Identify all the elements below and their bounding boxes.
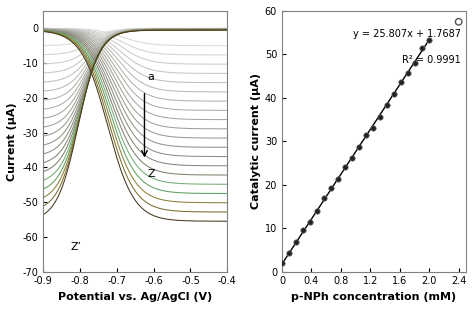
Text: Z: Z: [147, 169, 155, 179]
Point: [455, 19, 463, 24]
Point: [348, 155, 356, 160]
X-axis label: Potential vs. Ag/AgCl (V): Potential vs. Ag/AgCl (V): [58, 292, 212, 302]
Point: [327, 186, 335, 191]
Y-axis label: Catalytic current (μA): Catalytic current (μA): [251, 73, 261, 209]
X-axis label: p-NPh concentration (mM): p-NPh concentration (mM): [292, 292, 456, 302]
Text: a: a: [147, 72, 154, 82]
Point: [306, 219, 314, 224]
Point: [397, 79, 405, 84]
Point: [341, 165, 349, 170]
Point: [320, 195, 328, 200]
Point: [285, 251, 293, 256]
Point: [391, 92, 398, 97]
Point: [369, 125, 377, 130]
Point: [334, 177, 342, 182]
Point: [404, 70, 412, 75]
Y-axis label: Current (μA): Current (μA): [7, 102, 17, 180]
Point: [278, 261, 286, 266]
Point: [362, 133, 370, 138]
Point: [313, 208, 321, 213]
Text: R² = 0.9991: R² = 0.9991: [402, 55, 461, 65]
Point: [426, 37, 433, 42]
Point: [419, 46, 426, 51]
Point: [383, 102, 391, 107]
Text: y = 25.807x + 1.7687: y = 25.807x + 1.7687: [353, 29, 461, 39]
Point: [356, 145, 363, 150]
Point: [299, 227, 307, 232]
Text: Z’: Z’: [70, 242, 81, 252]
Point: [292, 239, 300, 244]
Point: [376, 114, 384, 119]
Point: [411, 61, 419, 66]
